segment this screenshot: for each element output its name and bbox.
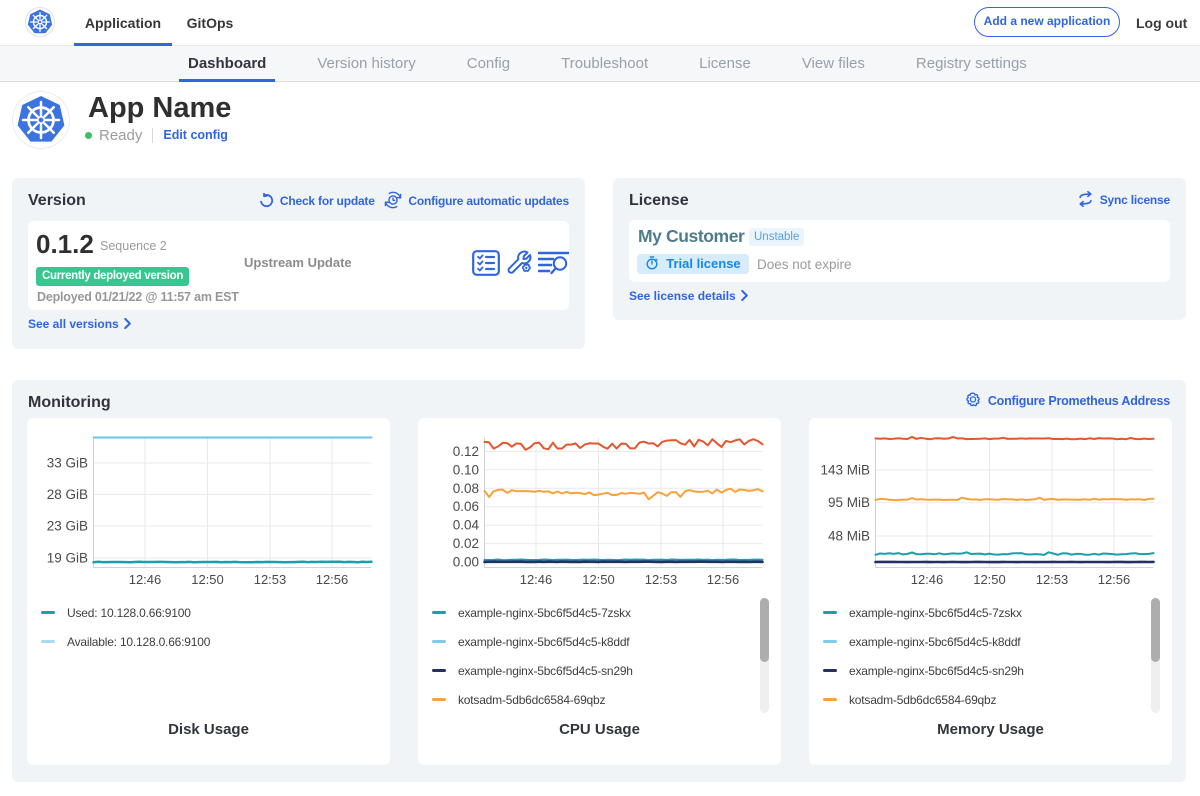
svg-text:23 GiB: 23 GiB — [47, 519, 88, 534]
svg-text:12:53: 12:53 — [254, 572, 287, 587]
svg-text:12:53: 12:53 — [645, 572, 678, 587]
svg-text:0.04: 0.04 — [453, 518, 480, 533]
svg-text:48 MiB: 48 MiB — [828, 529, 870, 544]
svg-text:12:46: 12:46 — [911, 572, 944, 587]
svg-text:12:46: 12:46 — [520, 572, 553, 587]
svg-text:12:56: 12:56 — [707, 572, 740, 587]
svg-text:12:46: 12:46 — [129, 572, 162, 587]
svg-text:143 MiB: 143 MiB — [820, 463, 870, 478]
svg-text:0.06: 0.06 — [453, 499, 479, 514]
svg-text:19 GiB: 19 GiB — [47, 551, 88, 566]
svg-text:0.02: 0.02 — [453, 536, 479, 551]
svg-text:12:50: 12:50 — [191, 572, 224, 587]
svg-text:0.10: 0.10 — [453, 462, 479, 477]
svg-text:12:56: 12:56 — [316, 572, 349, 587]
svg-text:28 GiB: 28 GiB — [47, 487, 88, 502]
svg-text:12:56: 12:56 — [1098, 572, 1131, 587]
svg-text:95 MiB: 95 MiB — [828, 495, 870, 510]
svg-text:0.08: 0.08 — [453, 481, 479, 496]
svg-text:12:50: 12:50 — [973, 572, 1006, 587]
svg-text:0.00: 0.00 — [453, 555, 479, 570]
svg-text:33 GiB: 33 GiB — [47, 456, 88, 471]
svg-text:12:50: 12:50 — [582, 572, 615, 587]
svg-text:12:53: 12:53 — [1036, 572, 1069, 587]
svg-text:0.12: 0.12 — [453, 444, 479, 459]
